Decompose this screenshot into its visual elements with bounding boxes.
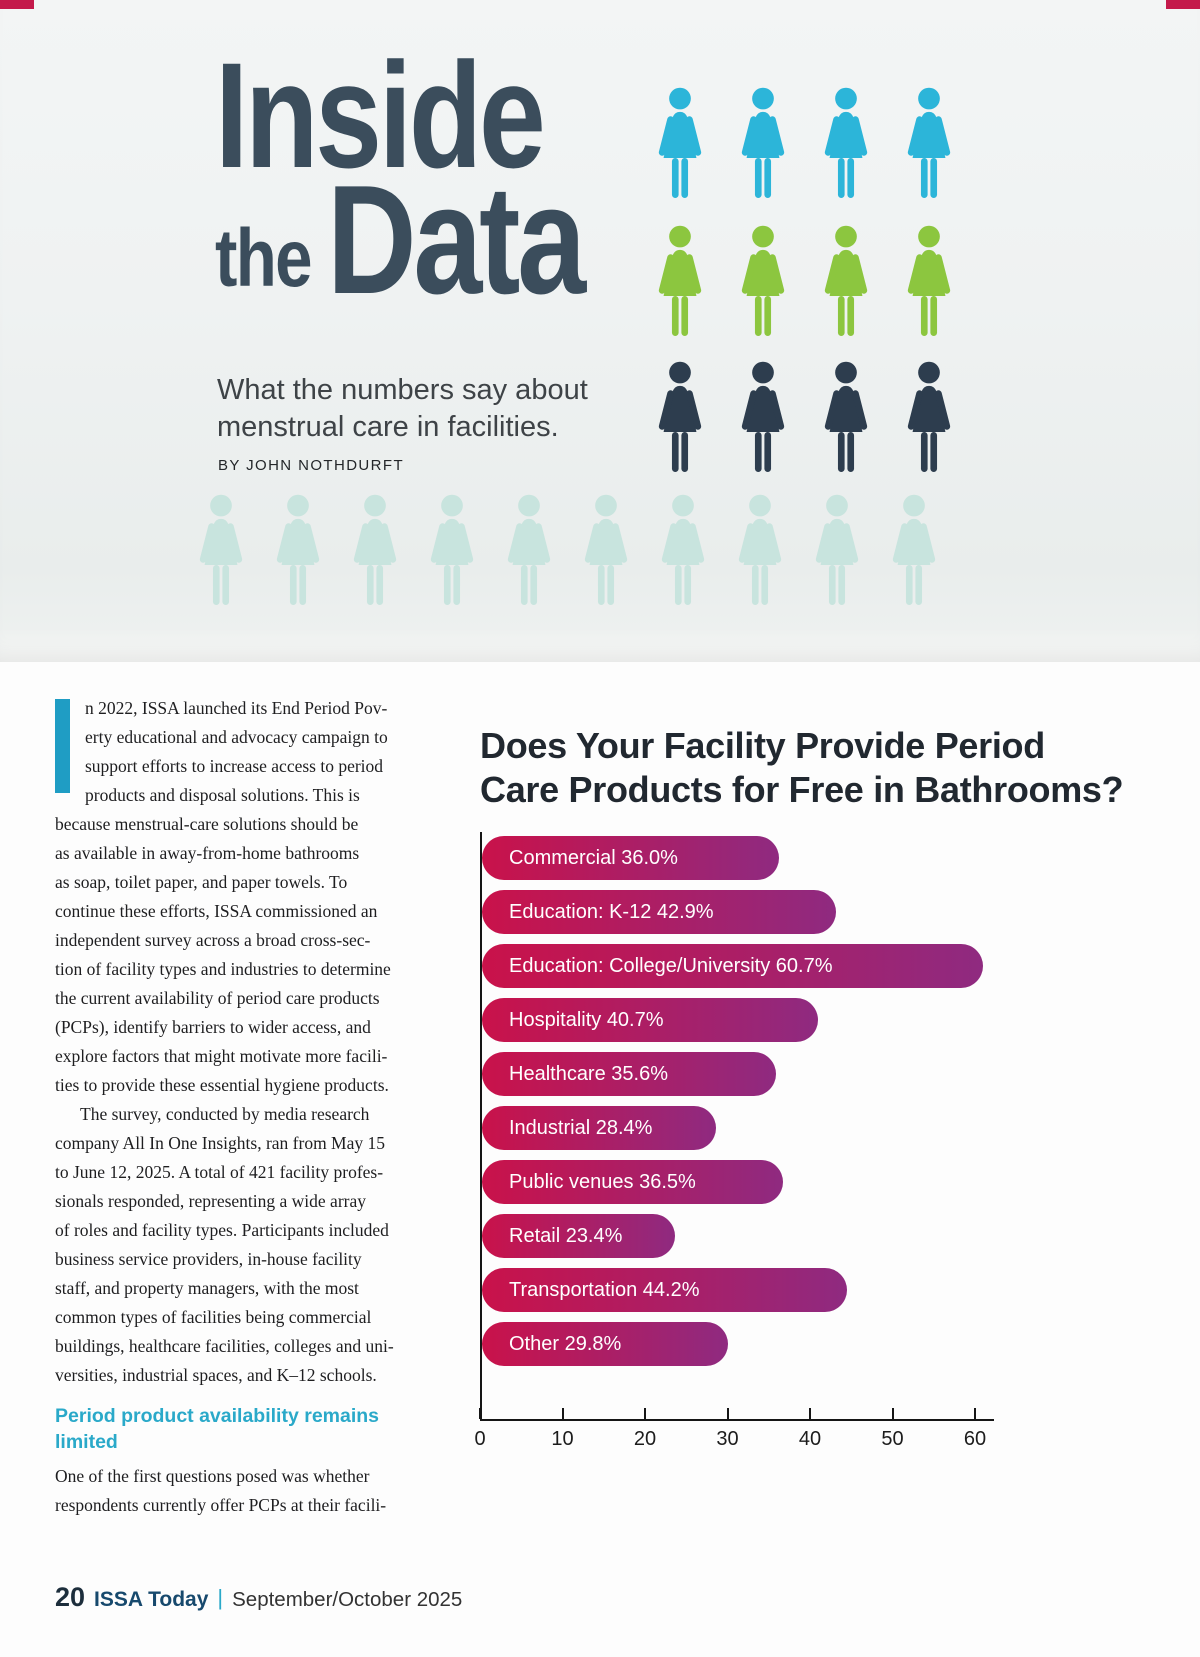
bar-label: Other 29.8% <box>509 1332 622 1355</box>
woman-icon <box>571 492 641 608</box>
paragraph-2: The survey, conducted by media research … <box>55 1104 394 1385</box>
bar-commercial: Commercial 36.0% <box>482 836 779 880</box>
page-footer: 20 ISSA Today | September/October 2025 <box>55 1582 462 1613</box>
woman-icon <box>645 85 715 201</box>
woman-icon <box>340 492 410 608</box>
bar-other: Other 29.8% <box>482 1322 728 1366</box>
tick-label: 10 <box>551 1428 574 1450</box>
woman-icon <box>894 85 964 201</box>
dropcap-letter-i <box>55 699 70 793</box>
woman-icon <box>811 223 881 339</box>
woman-icon <box>728 223 798 339</box>
woman-icon <box>894 359 964 475</box>
tick-mark <box>809 1408 811 1419</box>
women-icons-row-cyan <box>645 85 964 201</box>
bar-education-k-12: Education: K-12 42.9% <box>482 890 836 934</box>
tick-mark <box>891 1408 894 1419</box>
tick-mark <box>726 1408 729 1419</box>
woman-icon <box>645 223 715 339</box>
tick-label: 0 <box>474 1428 486 1450</box>
title-word-inside: Inside <box>215 31 546 199</box>
issue-date: September/October 2025 <box>232 1588 463 1611</box>
woman-icon <box>728 85 798 201</box>
bar-education-college-university: Education: College/University 60.7% <box>482 944 983 988</box>
woman-icon <box>894 223 964 339</box>
bar-label: Public venues 36.5% <box>509 1170 696 1193</box>
woman-icon <box>811 85 881 201</box>
tick-mark <box>561 1408 564 1419</box>
bar-row: Retail 23.4% <box>482 1214 1180 1258</box>
article-title: Inside the Data <box>215 22 675 352</box>
bar-label: Industrial 28.4% <box>509 1116 653 1139</box>
woman-icon <box>648 492 718 608</box>
woman-icon <box>879 492 949 608</box>
bar-label: Retail 23.4% <box>509 1224 623 1247</box>
woman-icon <box>728 359 798 475</box>
page-edge-mark-right <box>1166 0 1200 9</box>
article-subtitle: What the numbers say about menstrual car… <box>217 374 588 443</box>
woman-icon <box>802 492 872 608</box>
paragraph-3: One of the first questions posed was whe… <box>55 1466 387 1515</box>
bar-label: Healthcare 35.6% <box>509 1062 668 1085</box>
article-body: n 2022, ISSA launched its End Period Pov… <box>55 694 469 1520</box>
paragraph-1: n 2022, ISSA launched its End Period Pov… <box>55 698 391 1095</box>
women-icons-row-mint <box>186 492 949 608</box>
woman-icon <box>186 492 256 608</box>
tick-mark <box>644 1408 646 1419</box>
page-number: 20 <box>55 1582 86 1612</box>
bar-public-venues: Public venues 36.5% <box>482 1160 783 1204</box>
bar-row: Industrial 28.4% <box>482 1106 1180 1150</box>
woman-icon <box>811 359 881 475</box>
bar-label: Hospitality 40.7% <box>509 1008 664 1031</box>
bar-row: Other 29.8% <box>482 1322 1180 1366</box>
bar-transportation: Transportation 44.2% <box>482 1268 847 1312</box>
tick-label: 40 <box>798 1428 822 1450</box>
woman-icon <box>263 492 333 608</box>
publication-name: ISSA Today <box>94 1588 209 1611</box>
bar-label: Education: College/University 60.7% <box>509 954 833 977</box>
x-axis: 0 10 20 30 40 50 60 <box>474 1408 994 1450</box>
bar-row: Healthcare 35.6% <box>482 1052 1180 1096</box>
bar-row: Transportation 44.2% <box>482 1268 1180 1312</box>
bar-label: Commercial 36.0% <box>509 846 678 869</box>
tick-label: 60 <box>963 1428 987 1450</box>
bar-list: Commercial 36.0% Education: K-12 42.9% Edu… <box>482 836 1180 1366</box>
tick-mark <box>479 1408 481 1419</box>
footer-separator: | <box>217 1585 224 1610</box>
bar-retail: Retail 23.4% <box>482 1214 675 1258</box>
article-byline: BY JOHN NOTHDURFT <box>218 457 405 474</box>
bar-row: Public venues 36.5% <box>482 1160 1180 1204</box>
tick-mark <box>974 1408 976 1419</box>
bar-hospitality: Hospitality 40.7% <box>482 998 818 1042</box>
tick-label: 20 <box>633 1428 657 1450</box>
opening-paragraph-block: n 2022, ISSA launched its End Period Pov… <box>55 694 469 1100</box>
bar-label: Education: K-12 42.9% <box>509 900 714 923</box>
bar-healthcare: Healthcare 35.6% <box>482 1052 776 1096</box>
bar-row: Education: College/University 60.7% <box>482 944 1180 988</box>
woman-icon <box>645 359 715 475</box>
page-edge-mark-left <box>0 0 34 9</box>
tick-label: 50 <box>881 1428 904 1450</box>
woman-icon <box>417 492 487 608</box>
women-icons-row-navy <box>645 359 964 475</box>
chart-section: Does Your Facility Provide Period Care P… <box>474 724 1180 1496</box>
y-axis <box>480 832 482 1421</box>
section-heading: Period product availability remains limi… <box>55 1405 380 1453</box>
woman-icon <box>494 492 564 608</box>
title-word-data: Data <box>327 153 586 326</box>
bar-chart: Commercial 36.0% Education: K-12 42.9% Edu… <box>474 832 1180 1496</box>
tick-label: 30 <box>716 1428 739 1450</box>
chart-title: Does Your Facility Provide Period Care P… <box>480 725 1124 810</box>
women-icons-row-green <box>645 223 964 339</box>
bar-label: Transportation 44.2% <box>509 1278 700 1301</box>
title-word-the: the <box>215 213 313 304</box>
bar-industrial: Industrial 28.4% <box>482 1106 716 1150</box>
bar-row: Hospitality 40.7% <box>482 998 1180 1042</box>
bar-row: Commercial 36.0% <box>482 836 1180 880</box>
woman-icon <box>725 492 795 608</box>
bar-row: Education: K-12 42.9% <box>482 890 1180 934</box>
header-section: Inside the Data What the numbers say abo… <box>0 0 1200 662</box>
